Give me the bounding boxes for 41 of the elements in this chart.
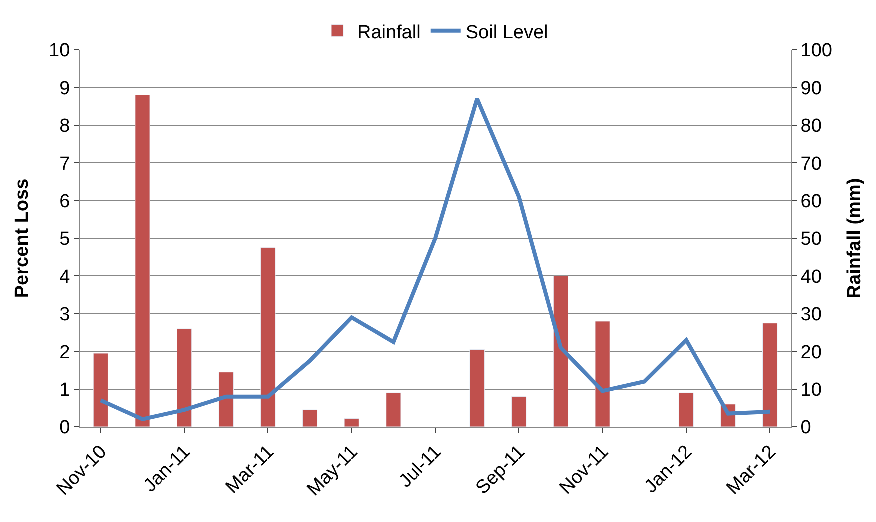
line-series <box>98 97 772 422</box>
y2-axis-title: Rainfall (mm) <box>844 178 866 299</box>
y2-tick-label: 60 <box>800 191 822 212</box>
y2-tick-label: 70 <box>800 154 822 175</box>
bar <box>344 418 360 427</box>
y-tick-label: 5 <box>60 229 70 250</box>
y2-tick-label: 30 <box>800 304 822 326</box>
y2-tick-label: 90 <box>800 78 822 100</box>
y-tick-label: 10 <box>49 40 70 62</box>
y-tick-label: 3 <box>60 304 70 326</box>
bar <box>470 349 485 427</box>
bar <box>302 410 318 427</box>
y2-tick-label: 10 <box>800 380 822 401</box>
bar <box>678 392 694 427</box>
bar <box>595 321 610 427</box>
bar <box>762 323 778 427</box>
y-tick-label: 6 <box>60 191 70 212</box>
y-axis-title: Percent Loss <box>12 178 33 298</box>
bar <box>218 372 234 427</box>
y2-tick-label: 40 <box>800 266 822 288</box>
y2-tick-label: 100 <box>800 40 833 62</box>
y2-tick-label: 80 <box>800 116 822 138</box>
y2-tick-label: 50 <box>800 229 822 250</box>
y-tick-label: 2 <box>60 342 70 364</box>
legend-label: Soil Level <box>466 22 548 44</box>
y-tick-label: 1 <box>60 380 70 401</box>
bar <box>93 353 108 427</box>
y2-tick-label: 0 <box>800 418 812 439</box>
y2-tick-label: 20 <box>800 342 822 364</box>
legend-label: Rainfall <box>358 22 421 44</box>
y-tick-label: 8 <box>60 116 70 138</box>
bar <box>135 94 150 427</box>
y-tick-label: 0 <box>60 418 70 439</box>
y-tick-label: 7 <box>60 154 70 175</box>
bar <box>386 392 402 427</box>
bar <box>553 276 569 427</box>
bar <box>260 248 276 427</box>
y-tick-label: 4 <box>60 266 71 288</box>
y-tick-label: 9 <box>60 78 70 100</box>
bar <box>512 396 527 427</box>
bar <box>176 328 192 427</box>
